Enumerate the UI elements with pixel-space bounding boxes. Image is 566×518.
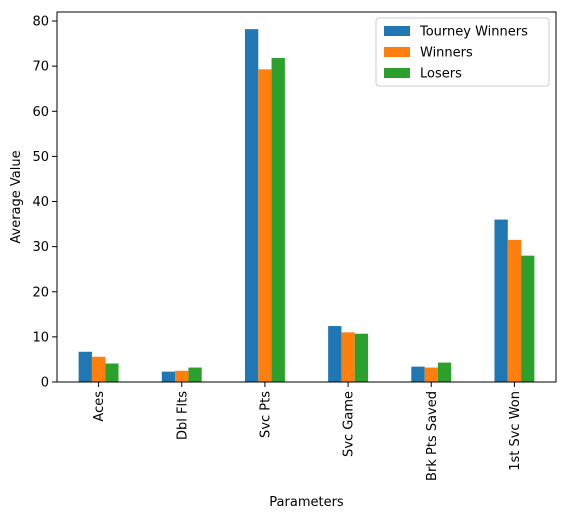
- legend-label: Winners: [420, 46, 473, 61]
- legend-label: Tourney Winners: [419, 25, 528, 40]
- x-tick-label: Aces: [92, 391, 107, 422]
- bar: [271, 58, 285, 383]
- x-tick-label: Svc Pts: [258, 391, 273, 438]
- x-tick-label: Dbl Flts: [175, 391, 190, 440]
- legend-box: [375, 17, 550, 87]
- bar: [188, 367, 202, 382]
- bar: [521, 255, 535, 382]
- y-tick-label: 0: [41, 376, 49, 391]
- bar: [161, 371, 176, 382]
- y-tick-label: 30: [32, 240, 49, 255]
- legend-swatch: [384, 68, 410, 78]
- bar: [175, 370, 189, 382]
- x-tick-label: 1st Svc Won: [508, 391, 523, 471]
- bar: [494, 219, 508, 382]
- y-tick-label: 40: [32, 195, 49, 210]
- y-tick-label: 60: [32, 105, 49, 120]
- x-axis-ticks: Aces Dbl Flts Svc Pts Svc Game Brk Pts Saved…: [92, 382, 523, 481]
- bars-group: [78, 29, 535, 383]
- y-tick-label: 70: [32, 60, 49, 75]
- y-tick-label: 20: [32, 285, 49, 300]
- legend-swatch: [384, 47, 410, 57]
- bar: [91, 356, 106, 382]
- plot-frame: [56, 11, 557, 383]
- x-axis-label: Parameters: [269, 495, 344, 510]
- bar: [507, 239, 522, 382]
- bar: [78, 351, 92, 382]
- y-axis-ticks: 0 10 20 30 40 50 60 70 80: [32, 15, 57, 391]
- x-tick-label: Svc Game: [342, 391, 357, 457]
- bar: [258, 69, 272, 383]
- y-tick-label: 10: [32, 330, 49, 345]
- bar: [411, 366, 425, 382]
- bar: [244, 29, 259, 383]
- x-tick-label: Brk Pts Saved: [425, 391, 440, 481]
- bar: [437, 362, 452, 382]
- legend: Tourney Winners Winners Losers: [375, 17, 550, 87]
- bar: [105, 363, 119, 382]
- bar: [424, 367, 438, 382]
- bar: [354, 333, 369, 382]
- legend-label: Losers: [420, 67, 462, 82]
- legend-swatch: [384, 26, 410, 36]
- y-axis-label: Average Value: [9, 150, 24, 243]
- bar: [328, 326, 342, 382]
- y-tick-label: 50: [32, 150, 49, 165]
- y-tick-label: 80: [32, 15, 49, 30]
- bar: [341, 332, 355, 382]
